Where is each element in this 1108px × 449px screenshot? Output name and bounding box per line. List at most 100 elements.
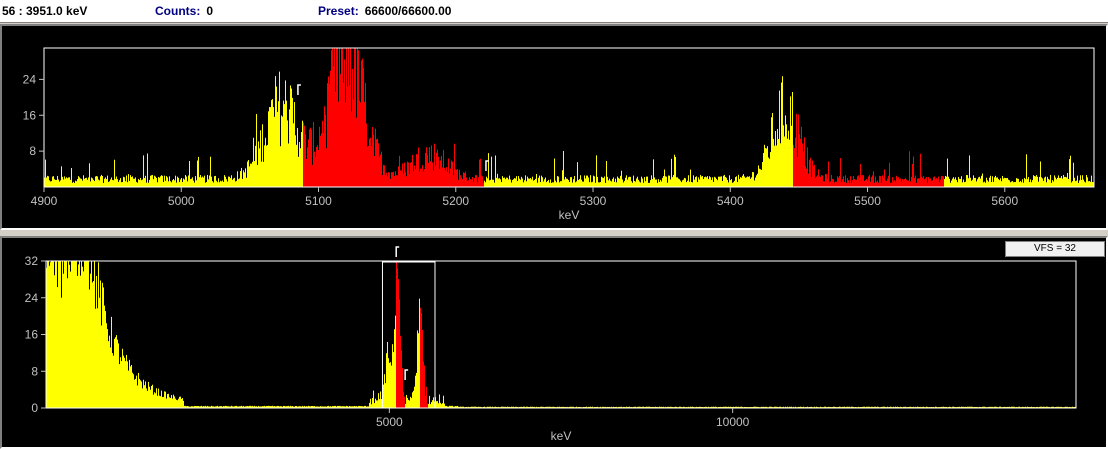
spectrum-channel-bar xyxy=(402,368,403,408)
spectrum-channel-bar xyxy=(206,182,207,187)
spectrum-channel-bar xyxy=(655,180,656,187)
spectrum-channel-bar xyxy=(352,69,353,187)
spectrum-channel-bar xyxy=(63,274,64,408)
spectrum-channel-bar xyxy=(790,96,791,187)
spectrum-channel-bar xyxy=(920,154,921,187)
spectrum-channel-bar xyxy=(311,130,312,187)
spectrum-channel-bar xyxy=(53,176,54,187)
y-tick-label: 16 xyxy=(23,108,37,122)
spectrum-channel-bar xyxy=(925,178,926,187)
spectrum-channel-bar xyxy=(388,172,389,187)
roi-cursor-marker[interactable] xyxy=(396,247,399,257)
spectrum-channel-bar xyxy=(591,182,592,187)
vertical-full-scale-indicator[interactable]: VFS = 32 xyxy=(1005,241,1105,257)
spectrum-channel-bar xyxy=(320,136,321,187)
spectrum-channel-bar xyxy=(324,106,325,187)
spectrum-channel-bar xyxy=(444,404,445,408)
spectrum-channel-bar xyxy=(69,265,70,408)
spectrum-channel-bar xyxy=(599,182,600,187)
spectrum-channel-bar xyxy=(813,166,814,187)
spectrum-channel-bar xyxy=(83,175,84,187)
spectrum-channel-bar xyxy=(348,48,349,187)
spectrum-channel-bar xyxy=(1054,175,1055,187)
spectrum-channel-bar xyxy=(430,404,431,408)
spectrum-channel-bar xyxy=(629,177,630,187)
spectrum-channel-bar xyxy=(791,126,792,187)
spectrum-channel-bar xyxy=(51,181,52,187)
spectrum-channel-bar xyxy=(122,182,123,187)
spectrum-channel-bar xyxy=(217,182,218,187)
spectrum-channel-bar xyxy=(124,358,125,408)
spectrum-channel-bar xyxy=(921,176,922,187)
spectrum-channel-bar xyxy=(832,179,833,187)
roi-cursor-marker[interactable] xyxy=(298,85,301,95)
full-spectrum-panel[interactable]: 0 8 16 24 32 5000 10000 keV VFS = 32 xyxy=(0,236,1108,449)
spectrum-channel-bar xyxy=(390,179,391,187)
spectrum-channel-bar xyxy=(260,130,261,187)
spectrum-channel-bar xyxy=(269,107,270,187)
x-axis-label: keV xyxy=(559,208,580,222)
spectrum-channel-bar xyxy=(807,147,808,187)
spectrum-channel-bar xyxy=(904,179,905,187)
spectrum-channel-bar xyxy=(132,373,133,408)
spectrum-channel-bar xyxy=(165,181,166,187)
spectrum-channel-bar xyxy=(803,152,804,187)
spectrum-channel-bar xyxy=(244,172,245,187)
spectrum-channel-bar xyxy=(74,261,75,408)
spectrum-channel-bar xyxy=(749,176,750,187)
spectrum-channel-bar xyxy=(243,170,244,187)
spectrum-channel-bar xyxy=(385,383,386,408)
spectrum-channel-bar xyxy=(561,181,562,187)
roi-cursor-marker[interactable] xyxy=(405,370,408,380)
preset-readout: Preset: 66600/66600.00 xyxy=(318,4,451,18)
spectrum-channel-bar xyxy=(94,261,95,408)
spectrum-channel-bar xyxy=(709,176,710,187)
spectrum-channel-bar xyxy=(657,183,658,187)
spectrum-channel-bar xyxy=(838,178,839,187)
spectrum-channel-bar xyxy=(203,178,204,187)
spectrum-channel-bar xyxy=(477,182,478,187)
spectrum-channel-bar xyxy=(222,181,223,187)
spectrum-channel-bar xyxy=(50,181,51,187)
spectrum-channel-bar xyxy=(480,159,481,187)
spectrum-channel-bar xyxy=(157,182,158,187)
spectrum-channel-bar xyxy=(834,182,835,187)
spectrum-channel-bar xyxy=(888,176,889,187)
spectrum-channel-bar xyxy=(322,121,323,187)
spectrum-channel-bar xyxy=(437,150,438,187)
spectrum-channel-bar xyxy=(531,179,532,187)
spectrum-channel-bar xyxy=(497,174,498,187)
spectrum-channel-bar xyxy=(716,179,717,187)
spectrum-channel-bar xyxy=(428,404,429,408)
spectrum-channel-bar xyxy=(1032,180,1033,187)
spectrum-channel-bar xyxy=(197,161,198,187)
spectrum-channel-bar xyxy=(611,182,612,187)
spectrum-channel-bar xyxy=(226,179,227,187)
spectrum-channel-bar xyxy=(115,337,116,408)
expanded-spectrum-panel[interactable]: 8 16 24 4900 5000 5100 5200 5300 5400 5500 5600 keV xyxy=(0,24,1108,230)
spectrum-channel-bar xyxy=(116,177,117,187)
spectrum-channel-bar xyxy=(449,173,450,187)
spectrum-channel-bar xyxy=(160,176,161,187)
spectrum-channel-bar xyxy=(93,281,94,408)
spectrum-channel-bar xyxy=(397,268,398,408)
spectrum-channel-bar xyxy=(1022,179,1023,187)
spectrum-channel-bar xyxy=(810,158,811,187)
spectrum-channel-bar xyxy=(960,179,961,187)
spectrum-channel-bar xyxy=(546,182,547,187)
spectrum-channel-bar xyxy=(410,163,411,187)
spectrum-channel-bar xyxy=(137,385,138,408)
spectrum-channel-bar xyxy=(103,183,104,187)
spectrum-channel-bar xyxy=(1081,180,1082,187)
spectrum-channel-bar xyxy=(885,180,886,187)
spectrum-channel-bar xyxy=(249,166,250,187)
spectrum-channel-bar xyxy=(126,355,127,408)
spectrum-channel-bar xyxy=(639,181,640,187)
spectrum-channel-bar xyxy=(258,141,259,187)
spectrum-channel-bar xyxy=(368,146,369,187)
spectrum-channel-bar xyxy=(968,178,969,187)
spectrum-channel-bar xyxy=(209,175,210,187)
spectrum-channel-bar xyxy=(907,181,908,187)
